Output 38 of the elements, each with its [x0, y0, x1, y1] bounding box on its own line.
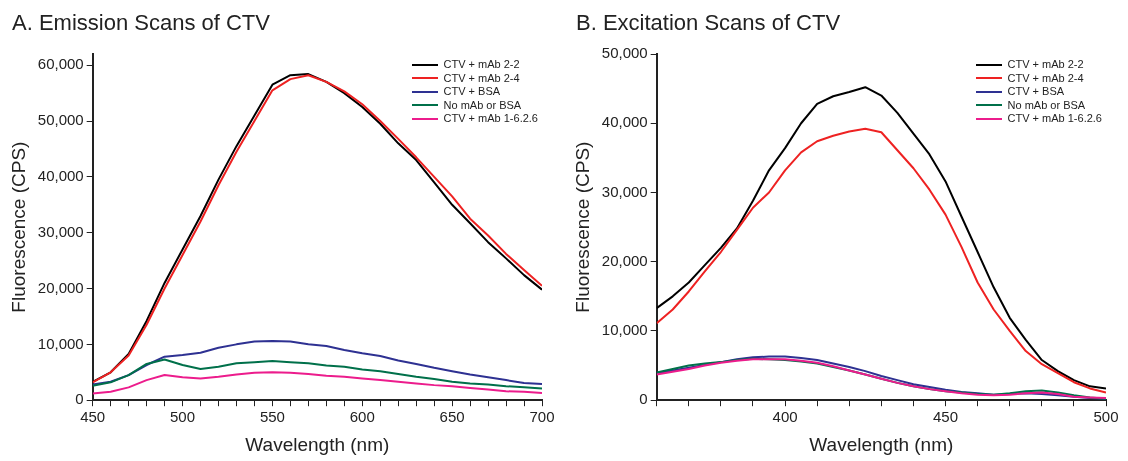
chart-title: B. Excitation Scans of CTV	[576, 10, 842, 37]
chart-title: A. Emission Scans of CTV	[12, 10, 271, 37]
legend-label: CTV + BSA	[1007, 85, 1065, 99]
x-tick-label: 600	[349, 408, 375, 426]
y-tick-label: 20,000	[37, 278, 84, 296]
y-tick-label: 30,000	[601, 182, 648, 200]
legend-label: No mAb or BSA	[443, 98, 522, 112]
y-axis-title: Fluorescence (CPS)	[571, 141, 593, 313]
x-axis-title: Wavelength (nm)	[245, 433, 390, 455]
x-axis-title: Wavelength (nm)	[809, 433, 954, 455]
y-tick-label: 10,000	[601, 321, 648, 339]
legend-label: CTV + BSA	[443, 85, 501, 99]
y-axis-title: Fluorescence (CPS)	[7, 141, 29, 313]
y-tick-label: 40,000	[37, 166, 84, 184]
y-tick-label: 50,000	[601, 44, 648, 62]
y-tick-label: 60,000	[37, 55, 84, 73]
x-tick-label: 450	[80, 408, 106, 426]
y-tick-label: 0	[75, 390, 84, 408]
legend-label: No mAb or BSA	[1007, 98, 1086, 112]
y-tick-label: 20,000	[601, 251, 648, 269]
y-tick-label: 0	[639, 390, 648, 408]
x-tick-label: 500	[170, 408, 196, 426]
x-tick-label: 400	[772, 408, 798, 426]
legend-label: CTV + mAb 1-6.2.6	[1007, 112, 1102, 126]
y-tick-label: 40,000	[601, 113, 648, 131]
x-tick-label: 500	[1093, 408, 1119, 426]
legend-label: CTV + mAb 2-2	[1007, 58, 1084, 72]
y-tick-label: 50,000	[37, 111, 84, 129]
x-tick-label: 650	[439, 408, 465, 426]
x-tick-label: 700	[529, 408, 555, 426]
legend-label: CTV + mAb 2-2	[443, 58, 520, 72]
y-tick-label: 30,000	[37, 222, 84, 240]
x-tick-label: 450	[933, 408, 959, 426]
x-tick-label: 550	[259, 408, 285, 426]
y-tick-label: 10,000	[37, 334, 84, 352]
legend-label: CTV + mAb 1-6.2.6	[443, 112, 538, 126]
legend-label: CTV + mAb 2-4	[1007, 71, 1084, 85]
legend-label: CTV + mAb 2-4	[443, 71, 520, 85]
